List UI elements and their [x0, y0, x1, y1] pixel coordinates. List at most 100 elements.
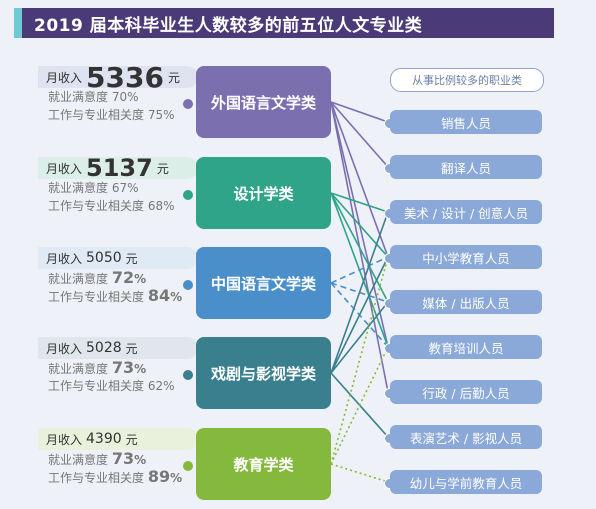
connector-dot [183, 370, 193, 380]
percent-sign: % [170, 290, 183, 304]
satisfaction-label: 就业满意度 [48, 90, 112, 104]
connector-dot [183, 280, 193, 290]
relevance-label: 工作与专业相关度 [48, 290, 148, 304]
major-card-3[interactable]: 中国语言文学类 [196, 247, 331, 319]
major-stat-5: 月收入 4390 元就业满意度 73% 工作与专业相关度 89% [38, 428, 198, 486]
major-card-1[interactable]: 外国语言文学类 [196, 66, 331, 138]
income-bar: 月收入 4390 元 [38, 428, 198, 450]
relevance-row: 工作与专业相关度 68% [38, 197, 198, 215]
connector-dot [183, 190, 193, 200]
occupation-label: 美术 / 设计 / 创意人员 [403, 205, 529, 221]
occupation-label: 中小学教育人员 [422, 250, 510, 266]
relevance-label: 工作与专业相关度 [48, 108, 148, 122]
percent-number: 73 [111, 449, 135, 468]
percent-value: 62% [147, 379, 175, 393]
satisfaction-label: 就业满意度 [48, 181, 112, 195]
satisfaction-row: 就业满意度 73% [38, 450, 198, 468]
percent-value: 67% [111, 181, 139, 195]
percent-sign: % [134, 272, 147, 286]
link-line-14 [330, 256, 389, 374]
title-bar: 2019 届本科毕业生人数较多的前五位人文专业类 [14, 8, 554, 38]
income-value: 5050 [86, 250, 122, 266]
occupation-item-1[interactable]: 销售人员 [390, 110, 542, 134]
occupation-item-4[interactable]: 中小学教育人员 [390, 245, 542, 269]
major-stat-4: 月收入 5028 元就业满意度 73% 工作与专业相关度 62% [38, 337, 198, 395]
occupation-label: 销售人员 [440, 115, 491, 131]
title-accent [14, 8, 22, 38]
link-line-8 [330, 192, 389, 303]
link-line-6 [330, 192, 389, 213]
occupation-label: 表演艺术 / 影视人员 [409, 430, 523, 446]
satisfaction-label: 就业满意度 [48, 362, 112, 376]
satisfaction-label: 就业满意度 [48, 272, 112, 286]
link-line-3 [330, 101, 389, 258]
major-name: 戏剧与影视学类 [210, 364, 316, 383]
occupation-label: 教育培训人员 [428, 340, 504, 356]
relevance-label: 工作与专业相关度 [48, 199, 148, 213]
occupation-item-9[interactable]: 幼儿与学前教育人员 [390, 470, 542, 494]
percent-value: 72% [112, 268, 146, 287]
satisfaction-row: 就业满意度 70% [38, 88, 198, 106]
income-value: 5028 [86, 340, 122, 356]
income-unit: 元 [167, 70, 180, 85]
occupation-item-2[interactable]: 翻译人员 [390, 155, 542, 179]
income-bar: 月收入 5137 元 [38, 154, 198, 182]
satisfaction-row: 就业满意度 72% [38, 269, 198, 287]
chart-title: 2019 届本科毕业生人数较多的前五位人文专业类 [34, 15, 423, 36]
percent-number: 89 [147, 467, 171, 486]
major-card-5[interactable]: 教育学类 [196, 428, 331, 500]
occupation-label: 媒体 / 出版人员 [422, 295, 510, 311]
income-label: 月收入 [46, 341, 83, 356]
income-label: 月收入 [46, 432, 83, 447]
income-unit: 元 [156, 161, 169, 176]
percent-number: 84 [147, 286, 171, 305]
percent-sign: % [134, 362, 147, 376]
occupation-item-5[interactable]: 媒体 / 出版人员 [390, 290, 542, 314]
occupation-item-6[interactable]: 教育培训人员 [390, 335, 542, 359]
percent-value: 84% [148, 286, 182, 305]
link-line-1 [330, 101, 389, 123]
major-stat-1: 月收入 5336 元就业满意度 70% 工作与专业相关度 75% [38, 61, 198, 124]
percent-value: 73% [112, 358, 146, 377]
occupation-label: 翻译人员 [440, 160, 491, 176]
percent-value: 73% [112, 449, 146, 468]
percent-number: 72 [111, 268, 135, 287]
income-label: 月收入 [46, 251, 83, 266]
connector-dot [183, 99, 193, 109]
income-bar: 月收入 5028 元 [38, 337, 198, 359]
income-label: 月收入 [46, 70, 83, 85]
percent-value: 75% [147, 108, 175, 122]
income-value: 4390 [86, 431, 122, 447]
occupation-label: 幼儿与学前教育人员 [409, 475, 523, 491]
percent-number: 73 [111, 358, 135, 377]
income-label: 月收入 [46, 161, 83, 176]
relevance-row: 工作与专业相关度 89% [38, 468, 198, 486]
satisfaction-row: 就业满意度 73% [38, 359, 198, 377]
percent-sign: % [134, 453, 147, 467]
connector-dot [183, 461, 193, 471]
income-value: 5336 [86, 60, 164, 94]
relevance-row: 工作与专业相关度 84% [38, 287, 198, 305]
major-card-4[interactable]: 戏剧与影视学类 [196, 337, 331, 409]
occupation-item-7[interactable]: 行政 / 后勤人员 [390, 380, 542, 404]
link-line-19 [330, 463, 389, 483]
major-name: 外国语言文学类 [210, 93, 316, 112]
link-line-2 [330, 101, 389, 168]
income-unit: 元 [125, 341, 138, 356]
major-stat-2: 月收入 5137 元就业满意度 67% 工作与专业相关度 68% [38, 154, 198, 215]
relevance-row: 工作与专业相关度 62% [38, 377, 198, 395]
major-stat-3: 月收入 5050 元就业满意度 72% 工作与专业相关度 84% [38, 247, 198, 305]
occupation-item-3[interactable]: 美术 / 设计 / 创意人员 [390, 200, 542, 224]
occupation-item-8[interactable]: 表演艺术 / 影视人员 [390, 425, 542, 449]
percent-value: 68% [147, 199, 175, 213]
satisfaction-row: 就业满意度 67% [38, 179, 198, 197]
percent-sign: % [170, 471, 183, 485]
income-value: 5137 [86, 154, 153, 182]
major-name: 教育学类 [233, 455, 294, 474]
link-line-17 [330, 256, 389, 465]
link-line-18 [330, 346, 389, 465]
major-card-2[interactable]: 设计学类 [196, 157, 331, 229]
link-line-10 [330, 256, 389, 284]
income-unit: 元 [125, 432, 138, 447]
